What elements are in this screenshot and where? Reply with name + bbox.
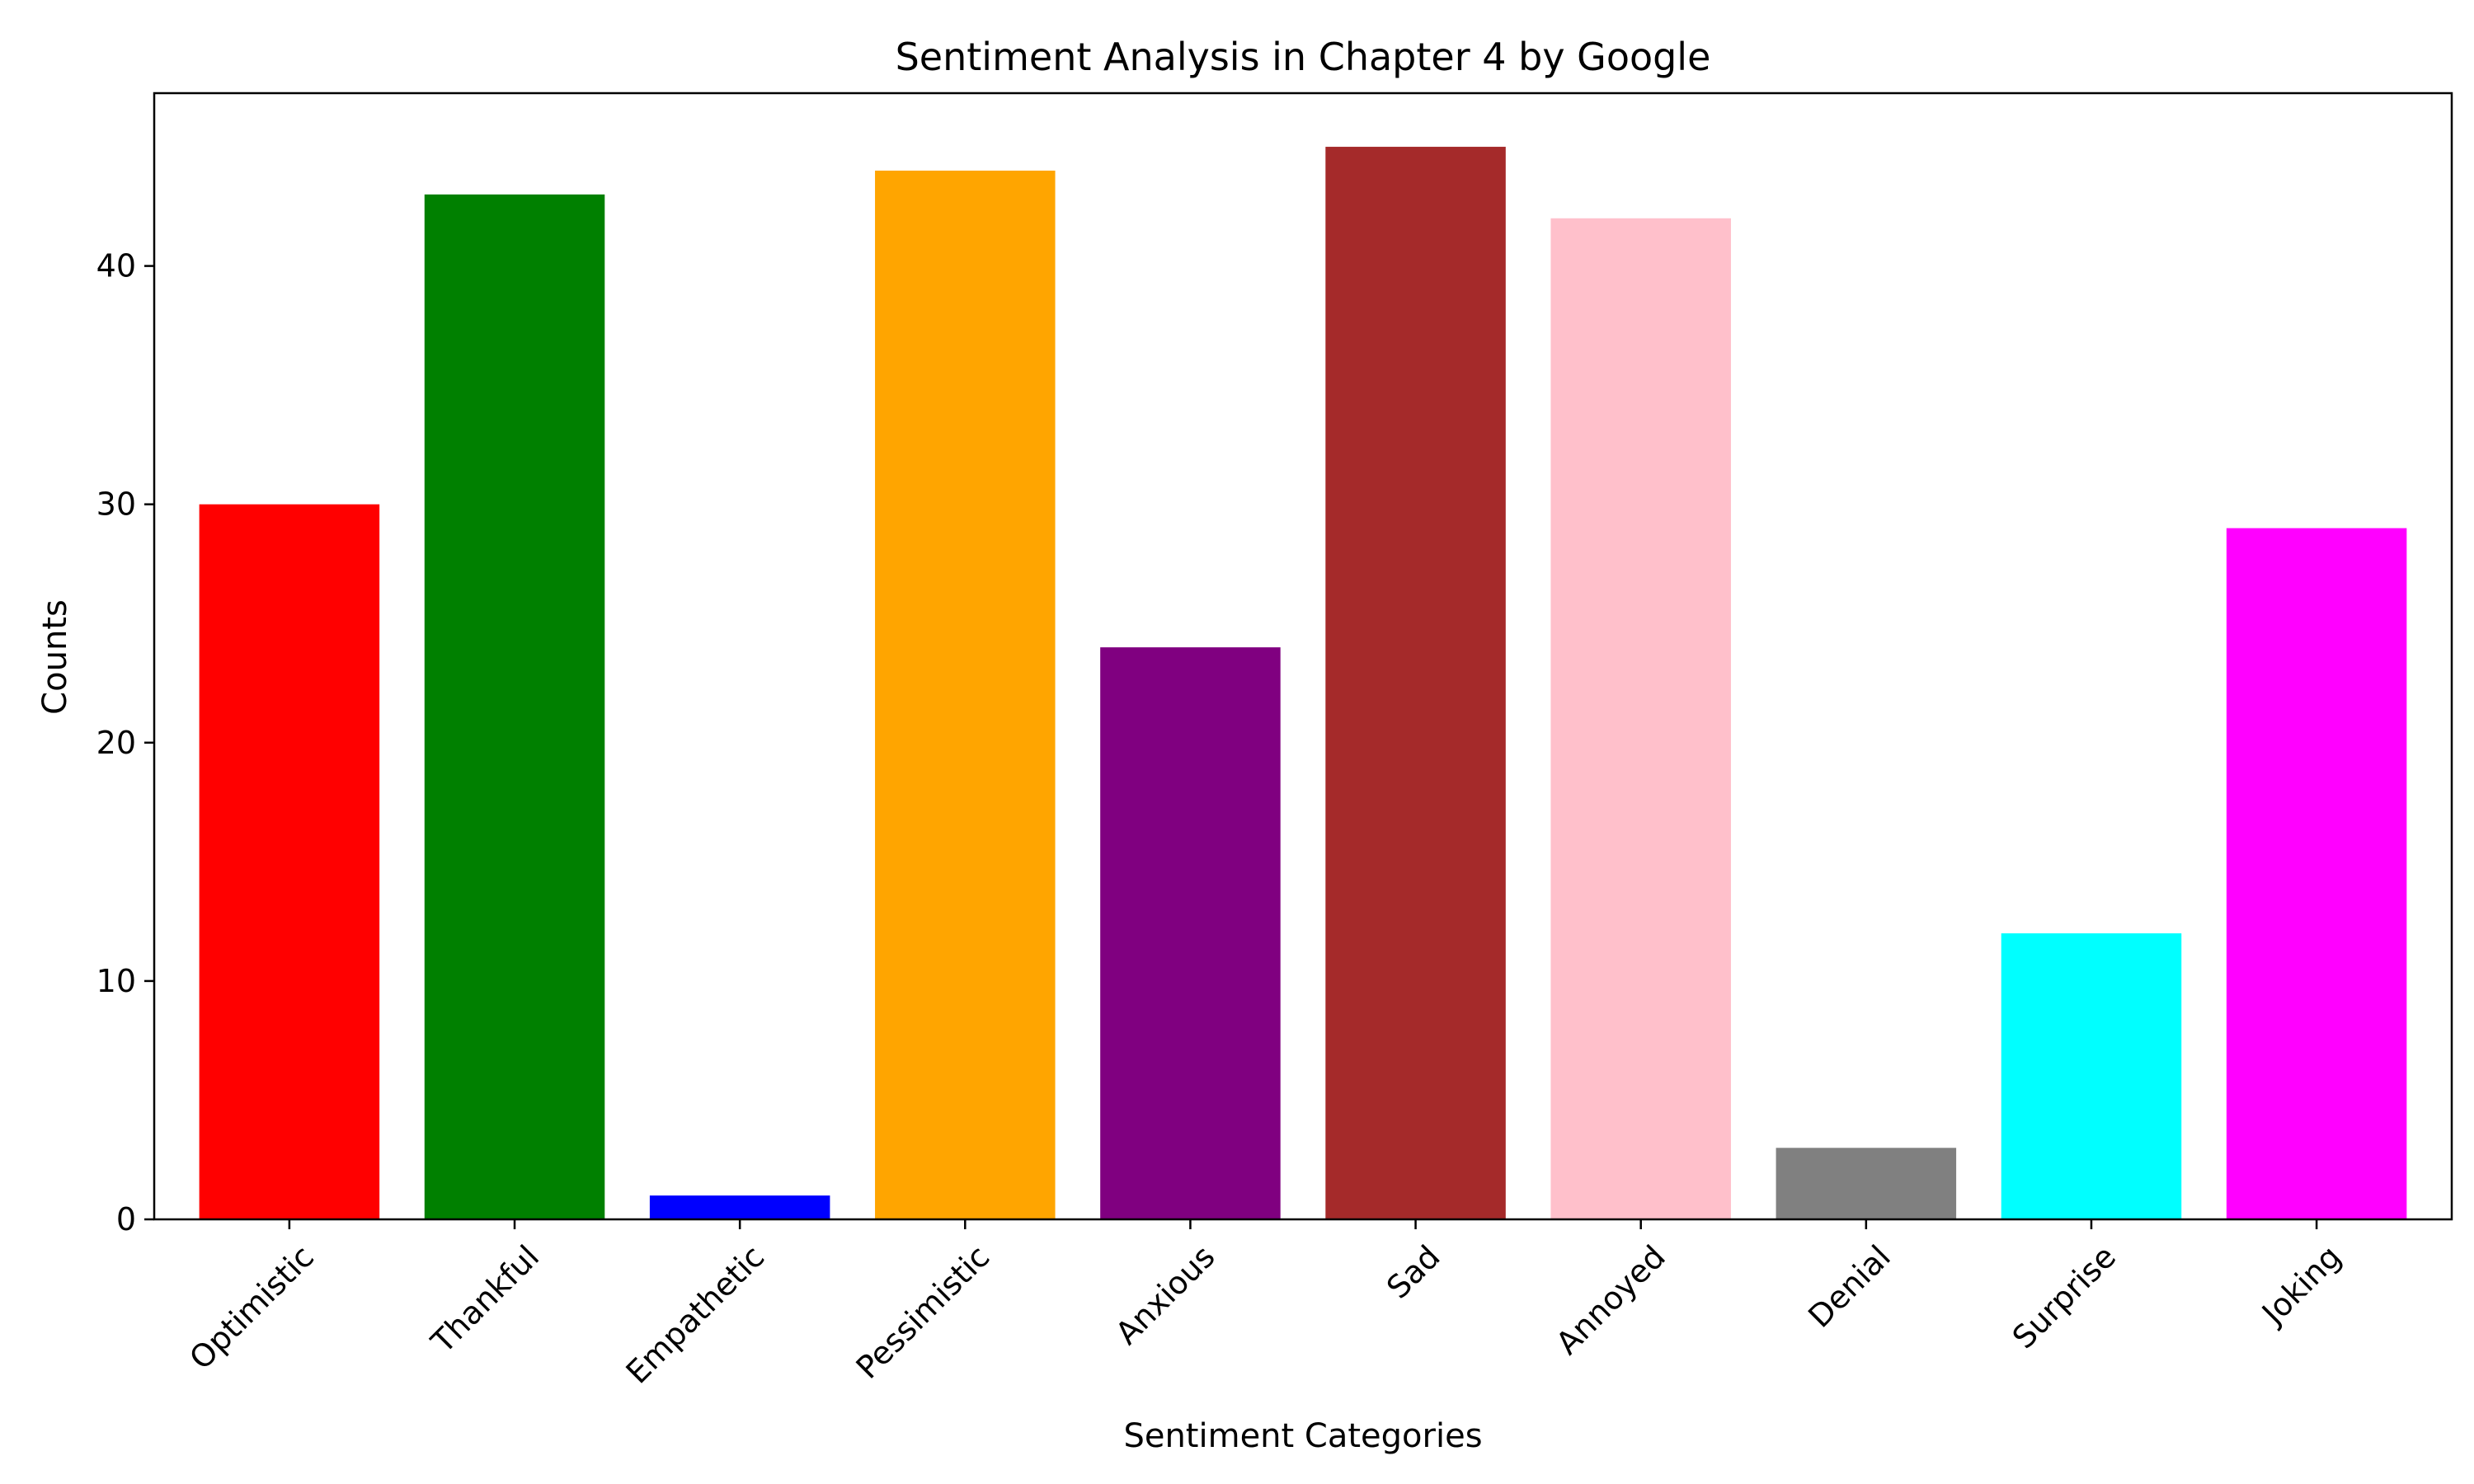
- plot-area-frame: [153, 92, 2453, 1221]
- x-tick-label-sad: Sad: [1380, 1238, 1447, 1306]
- x-tick-label-anxious: Anxious: [1108, 1238, 1221, 1351]
- x-tick-label-thankful: Thankful: [424, 1238, 546, 1360]
- x-tick-label-optimistic: Optimistic: [182, 1238, 321, 1377]
- y-tick-label: 30: [96, 486, 136, 523]
- x-tick-label-annoyed: Annoyed: [1549, 1238, 1672, 1361]
- bar-sad: [1325, 147, 1506, 1220]
- bar-surprise: [2001, 933, 2182, 1219]
- bar-pessimistic: [875, 170, 1056, 1220]
- chart-title: Sentiment Analysis in Chapter 4 by Googl…: [896, 35, 1711, 79]
- bar-empathetic: [649, 1195, 830, 1219]
- y-axis-ticks: 0 10 20 30 40: [96, 248, 154, 1237]
- y-axis-label: Counts: [36, 599, 74, 715]
- x-tick-label-pessimistic: Pessimistic: [849, 1238, 997, 1386]
- x-tick-label-surprise: Surprise: [2006, 1238, 2123, 1355]
- bar-anxious: [1100, 647, 1281, 1219]
- bar-annoyed: [1550, 218, 1731, 1219]
- y-tick-label: 10: [96, 963, 136, 999]
- x-tick-label-empathetic: Empathetic: [619, 1238, 772, 1391]
- y-tick-label: 0: [116, 1201, 136, 1237]
- x-tick-label-denial: Denial: [1801, 1238, 1898, 1335]
- bar-optimistic: [199, 504, 380, 1219]
- bar-joking: [2226, 528, 2407, 1219]
- bar-thankful: [424, 194, 605, 1220]
- x-axis-label: Sentiment Categories: [1123, 1417, 1482, 1455]
- bars: [199, 147, 2407, 1220]
- y-tick-label: 20: [96, 725, 136, 761]
- y-tick-label: 40: [96, 248, 136, 284]
- x-axis-ticks: Optimistic Thankful Empathetic Pessimistic A…: [182, 1219, 2348, 1391]
- x-tick-label-joking: Joking: [2254, 1238, 2348, 1332]
- bar-denial: [1776, 1148, 1957, 1219]
